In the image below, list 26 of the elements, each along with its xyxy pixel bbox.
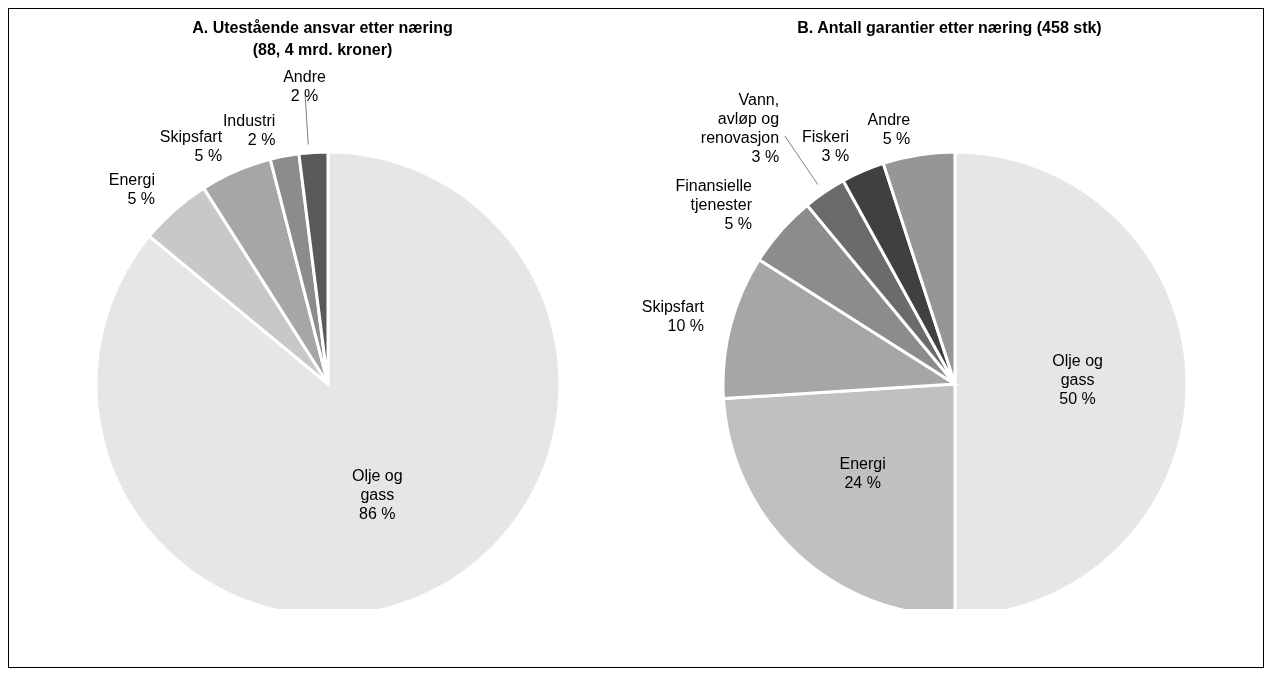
data-label: 5 % xyxy=(882,129,910,147)
data-label: 2 % xyxy=(247,130,275,148)
slice-label: Olje og gass xyxy=(1051,351,1103,388)
data-label: 3 % xyxy=(821,146,849,164)
data-label: 5 % xyxy=(723,214,752,232)
slice-label: Andre xyxy=(282,67,326,85)
slice-label: Skipsfart xyxy=(641,297,705,315)
data-label: 5 % xyxy=(194,146,222,164)
data-label: 2 % xyxy=(290,86,318,104)
data-label: 3 % xyxy=(751,147,779,165)
data-label: 24 % xyxy=(843,473,881,491)
slice-label: Skipsfart xyxy=(159,127,223,145)
data-label: 86 % xyxy=(358,504,396,522)
slice-label: Finansielle tjenester xyxy=(674,176,753,213)
chart-title: B. Antall garantier etter næring (458 stk) xyxy=(796,18,1103,38)
slice-label: Andre xyxy=(867,110,910,128)
data-label: 50 % xyxy=(1058,389,1096,407)
data-label: 5 % xyxy=(126,189,155,207)
slice-label: Industri xyxy=(222,111,275,129)
slice-label: Energi xyxy=(839,454,886,472)
slice-label: Energi xyxy=(108,170,155,188)
slice-label: Olje og gass xyxy=(351,466,403,503)
slice-label: Fiskeri xyxy=(801,127,849,145)
data-label: 10 % xyxy=(667,316,704,334)
slice-label: Vann, avløp og renovasjon xyxy=(700,90,779,146)
chart-title: A. Utestående ansvar etter næring (88, 4 mrd. kroner) xyxy=(191,18,454,60)
